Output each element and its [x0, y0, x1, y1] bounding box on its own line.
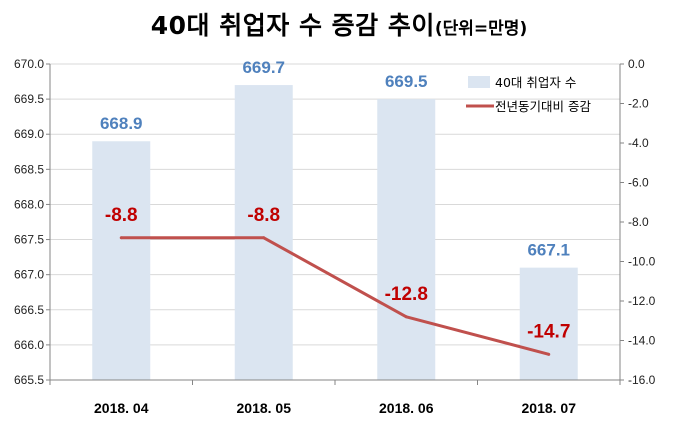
right-axis-tick-label: -16.0 — [628, 373, 656, 387]
left-axis-tick-label: 669.0 — [14, 127, 44, 141]
line-value-label: -14.7 — [527, 321, 570, 342]
bar-value-label: 669.5 — [385, 72, 428, 91]
right-axis-tick-label: -10.0 — [628, 255, 656, 269]
category-label: 2018. 06 — [379, 400, 434, 416]
line-point — [119, 236, 123, 240]
right-axis-tick-label: -2.0 — [628, 97, 649, 111]
left-axis-tick-label: 667.5 — [14, 233, 44, 247]
right-axis-tick-label: -12.0 — [628, 294, 656, 308]
bar-value-label: 667.1 — [527, 241, 570, 260]
left-axis-tick-label: 666.0 — [14, 338, 44, 352]
left-axis-tick-label: 668.5 — [14, 162, 44, 176]
right-axis-tick-label: 0.0 — [628, 57, 645, 71]
bar-series — [92, 85, 578, 381]
bar — [519, 267, 578, 380]
bar — [377, 99, 436, 380]
left-axis-tick-label: 667.0 — [14, 268, 44, 282]
left-axis-tick-label: 665.5 — [14, 373, 44, 387]
category-label: 2018. 04 — [94, 400, 149, 416]
right-axis-tick-label: -4.0 — [628, 136, 649, 150]
data-labels: 668.9 669.7 669.5 667.1 -8.8 -8.8 -12.8 -14.7 — [100, 58, 570, 342]
line-path — [121, 236, 550, 356]
legend: 40대 취업자 수 전년동기대비 증감 — [466, 75, 591, 114]
chart-title-unit: (단위=만명) — [434, 19, 528, 39]
line-series — [119, 236, 551, 356]
legend-swatch-bar — [468, 76, 490, 88]
line-point — [262, 236, 266, 240]
line-value-label: -8.8 — [105, 205, 138, 226]
right-axis-tick-label: -8.0 — [628, 215, 649, 229]
right-axis-tick-label: -6.0 — [628, 176, 649, 190]
line-point — [404, 315, 408, 319]
bar — [234, 85, 293, 381]
legend-label-bar: 40대 취업자 수 — [495, 75, 576, 90]
chart-title-main: 40대 취업자 수 증감 추이 — [150, 11, 435, 40]
line-value-label: -8.8 — [247, 205, 280, 226]
left-axis-tick-label: 666.5 — [14, 303, 44, 317]
bar-value-label: 669.7 — [242, 58, 285, 77]
right-axis-tick-label: -14.0 — [628, 334, 656, 348]
left-axis-tick-label: 670.0 — [14, 57, 44, 71]
line-value-label: -12.8 — [385, 284, 428, 305]
legend-label-line: 전년동기대비 증감 — [495, 99, 591, 114]
left-axis-tick-label: 669.5 — [14, 92, 44, 106]
category-label: 2018. 07 — [522, 400, 577, 416]
left-axis-tick-label: 668.0 — [14, 197, 44, 211]
chart-title: 40대 취업자 수 증감 추이(단위=만명) — [0, 6, 678, 42]
axes: 670.0 669.5 669.0 668.5 668.0 667.5 667.0 666.5… — [14, 57, 656, 416]
category-label: 2018. 05 — [237, 400, 292, 416]
line-point — [547, 352, 551, 356]
bar — [92, 141, 151, 380]
bar-value-label: 668.9 — [100, 114, 143, 133]
